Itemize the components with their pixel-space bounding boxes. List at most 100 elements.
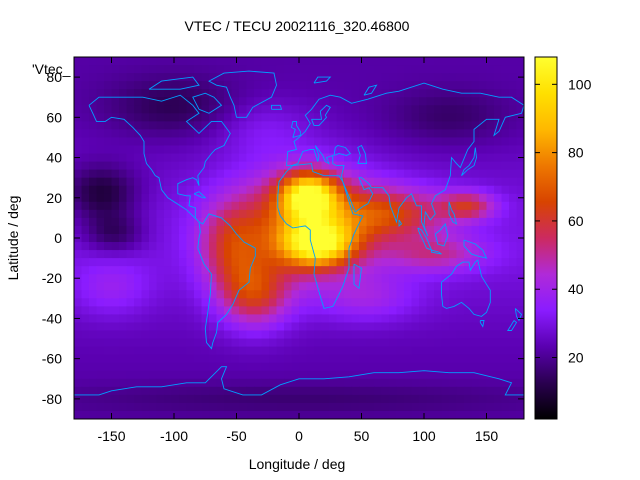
heatmap-cell [479, 233, 488, 243]
heatmap-cell [494, 81, 503, 90]
heatmap-cell [479, 129, 488, 139]
heatmap-cell [111, 177, 120, 187]
heatmap-cell [209, 402, 218, 412]
heatmap-cell [186, 217, 195, 227]
heatmap-cell [156, 386, 165, 396]
heatmap-cell [96, 250, 105, 259]
heatmap-cell [411, 314, 420, 324]
heatmap-cell [171, 290, 180, 299]
heatmap-cell [224, 362, 233, 372]
heatmap-cell [329, 290, 338, 299]
x-tick-label: -150 [97, 428, 125, 444]
heatmap-cell [396, 137, 405, 147]
heatmap-cell [104, 113, 113, 122]
heatmap-cell [351, 73, 360, 82]
heatmap-cell [381, 274, 390, 283]
heatmap-cell [156, 274, 165, 283]
heatmap-cell [494, 97, 503, 106]
heatmap-cell [246, 250, 255, 259]
heatmap-cell [464, 81, 473, 90]
heatmap-cell [299, 233, 308, 243]
heatmap-cell [396, 394, 405, 404]
heatmap-cell [149, 137, 158, 147]
heatmap-cell [359, 346, 368, 356]
heatmap-cell [119, 314, 128, 324]
heatmap-cell [374, 258, 383, 267]
heatmap-cell [74, 65, 83, 74]
heatmap-cell [389, 266, 398, 275]
heatmap-cell [216, 145, 225, 155]
heatmap-cell [276, 201, 285, 211]
heatmap-cell [471, 105, 480, 114]
heatmap-cell [509, 338, 518, 348]
tec-heatmap-cells [74, 57, 524, 419]
heatmap-cell [74, 402, 83, 412]
heatmap-cell [194, 65, 203, 74]
heatmap-cell [456, 209, 465, 219]
heatmap-cell [284, 193, 293, 203]
heatmap-cell [426, 209, 435, 219]
heatmap-cell [164, 89, 173, 98]
heatmap-cell [314, 394, 323, 404]
heatmap-cell [96, 266, 105, 275]
heatmap-cell [96, 322, 105, 332]
heatmap-cell [366, 113, 375, 122]
heatmap-cell [434, 161, 443, 171]
heatmap-cell [351, 169, 360, 179]
heatmap-cell [449, 394, 458, 404]
heatmap-cell [81, 161, 90, 171]
heatmap-cell [381, 161, 390, 171]
heatmap-cell [81, 113, 90, 122]
heatmap-cell [389, 402, 398, 412]
heatmap-cell [156, 322, 165, 332]
heatmap-cell [126, 73, 135, 82]
heatmap-cell [201, 97, 210, 106]
heatmap-cell [141, 121, 150, 130]
heatmap-cell [239, 201, 248, 211]
heatmap-cell [216, 394, 225, 404]
heatmap-cell [74, 298, 83, 307]
heatmap-cell [441, 298, 450, 307]
heatmap-cell [329, 298, 338, 307]
heatmap-cell [201, 274, 210, 283]
heatmap-cell [74, 137, 83, 147]
heatmap-cell [344, 137, 353, 147]
heatmap-cell [149, 177, 158, 187]
heatmap-cell [81, 89, 90, 98]
heatmap-cell [509, 161, 518, 171]
heatmap-cell [321, 137, 330, 147]
heatmap-cell [389, 362, 398, 372]
heatmap-cell [284, 314, 293, 324]
heatmap-cell [351, 330, 360, 340]
heatmap-cell [164, 105, 173, 114]
heatmap-cell [119, 290, 128, 299]
heatmap-cell [486, 177, 495, 187]
colorbar-tick-label: 40 [568, 281, 584, 297]
heatmap-cell [134, 169, 143, 179]
heatmap-cell [351, 65, 360, 74]
heatmap-cell [231, 330, 240, 340]
heatmap-cell [246, 378, 255, 388]
heatmap-cell [111, 266, 120, 275]
heatmap-cell [404, 274, 413, 283]
heatmap-cell [201, 314, 210, 324]
heatmap-cell [509, 217, 518, 227]
heatmap-cell [134, 354, 143, 364]
heatmap-cell [516, 185, 524, 195]
heatmap-cell [186, 81, 195, 90]
heatmap-cell [314, 81, 323, 90]
heatmap-cell [231, 338, 240, 348]
heatmap-cell [171, 73, 180, 82]
heatmap-cell [194, 57, 203, 66]
heatmap-cell [254, 322, 263, 332]
heatmap-cell [381, 370, 390, 380]
heatmap-cell [344, 282, 353, 291]
heatmap-cell [501, 290, 510, 299]
heatmap-cell [344, 89, 353, 98]
heatmap-cell [261, 346, 270, 356]
heatmap-cell [411, 394, 420, 404]
heatmap-cell [246, 314, 255, 324]
heatmap-cell [291, 314, 300, 324]
heatmap-cell [411, 266, 420, 275]
